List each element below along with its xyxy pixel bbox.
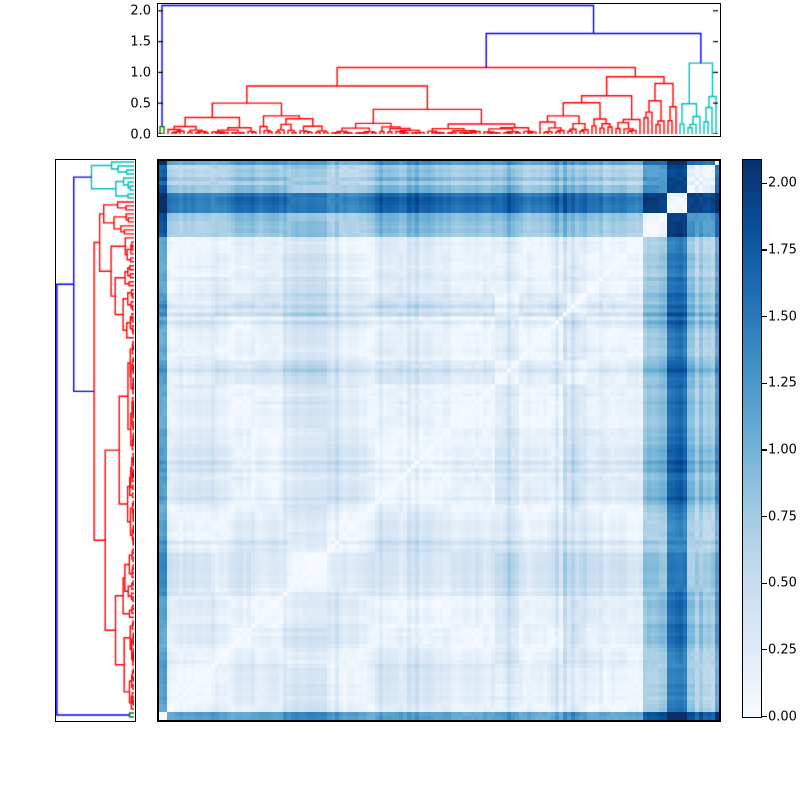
colorbar-tick xyxy=(762,249,767,251)
colorbar-tick-label: 0.50 xyxy=(768,575,797,591)
colorbar-tick-label: 1.25 xyxy=(768,375,797,391)
colorbar xyxy=(742,159,762,718)
distance-matrix-heatmap-axes xyxy=(157,159,721,722)
colorbar-tick xyxy=(762,582,767,584)
left-dendrogram xyxy=(56,160,134,719)
top-dendrogram xyxy=(158,4,718,134)
colorbar-tick-label: 1.00 xyxy=(768,442,797,458)
top-axis-tick-label: 1.0 xyxy=(130,65,151,81)
colorbar-tick xyxy=(762,715,767,718)
colorbar-tick-label: 0.00 xyxy=(768,709,797,724)
colorbar-tick-label: 0.75 xyxy=(768,509,797,525)
colorbar-tick-label: 0.25 xyxy=(768,642,797,658)
colorbar-tick-label: 1.50 xyxy=(768,309,797,325)
colorbar-tick xyxy=(762,649,767,651)
top-axis-tick-label: 1.5 xyxy=(130,34,151,50)
colorbar-tick xyxy=(762,515,767,518)
top-axis-tick-label: 0.0 xyxy=(130,127,151,142)
top-dendrogram-axes xyxy=(157,3,721,137)
colorbar-tick xyxy=(762,182,767,184)
colorbar-tick xyxy=(762,382,767,384)
colorbar-tick-label: 1.75 xyxy=(768,242,797,258)
distance-matrix-heatmap xyxy=(159,161,719,720)
colorbar-gradient xyxy=(743,160,761,717)
colorbar-tick-label: 2.00 xyxy=(768,175,797,191)
colorbar-tick xyxy=(762,316,767,318)
left-dendrogram-axes xyxy=(55,159,136,722)
top-axis-tick-label: 0.5 xyxy=(130,96,151,112)
colorbar-tick xyxy=(762,449,767,451)
top-axis-tick-label: 2.0 xyxy=(130,3,151,19)
